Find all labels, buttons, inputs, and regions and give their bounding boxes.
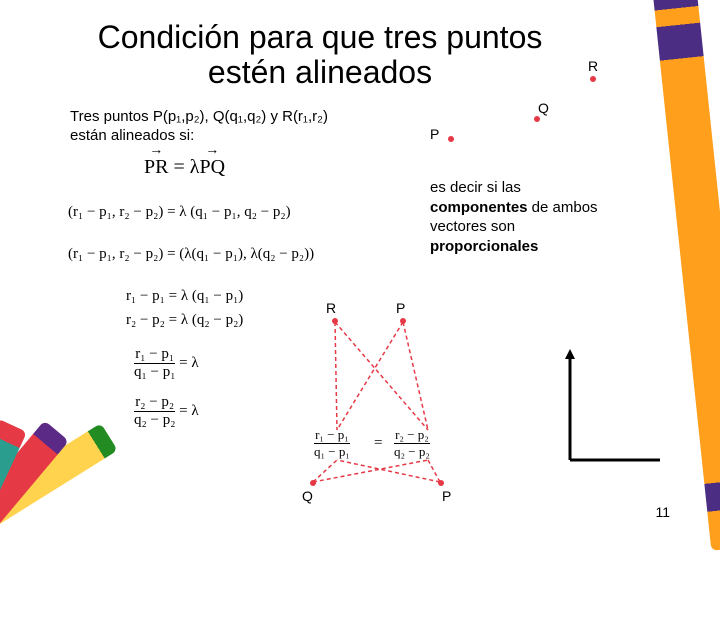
diag-frac-r-num: r₂ − p₂ xyxy=(394,428,430,442)
point-p xyxy=(448,136,454,142)
diagram-bottom: R P Q P r₁ − p₁ q₁ − p₁ = r₂ − p₂ xyxy=(290,300,540,510)
diag-frac-l-den: q₁ − p₁ xyxy=(314,445,350,459)
point-r-title xyxy=(590,76,596,82)
title-line2: estén alineados xyxy=(208,54,432,90)
label-q: Q xyxy=(538,100,549,116)
formula-main: PR = λPQ xyxy=(144,156,225,179)
explain-l2a: componentes xyxy=(430,199,528,216)
frac1-num: r₁ − p₁ xyxy=(134,346,175,363)
eq4a: r₁ − p₁ = λ (q₁ − p₁) xyxy=(126,288,243,305)
page-number: 11 xyxy=(655,504,670,520)
diag-frac-l-num: r₁ − p₁ xyxy=(314,428,350,442)
explain-l4: proporcionales xyxy=(430,238,538,255)
crayon-decor-left-icon xyxy=(0,375,160,595)
condition-line2: están alineados si: xyxy=(70,127,194,144)
condition-text: Tres puntos P(p₁,p₂), Q(q₁,q₂) y R(r₁,r₂… xyxy=(70,108,390,146)
explain-l3: vectores son xyxy=(430,218,515,235)
explain-l2b: de ambos xyxy=(528,199,598,216)
eq-lambda: = λ xyxy=(168,156,199,178)
label-r-title: R xyxy=(588,58,598,74)
eq2: (r₁ − p₁, r₂ − p₂) = λ (q₁ − p₁, q₂ − p₂… xyxy=(68,204,291,221)
label-p: P xyxy=(430,126,439,142)
diag-frac-left: r₁ − p₁ q₁ − p₁ xyxy=(314,428,350,458)
dashed-lines-icon xyxy=(290,300,540,510)
diag-frac-right: r₂ − p₂ q₂ − p₂ xyxy=(394,428,430,458)
point-q xyxy=(534,116,540,122)
explain-l1: es decir si las xyxy=(430,179,521,196)
eq3: (r₁ − p₁, r₂ − p₂) = (λ(q₁ − p₁), λ(q₂ −… xyxy=(68,246,314,263)
vec-pr: PR xyxy=(144,156,168,179)
explain-text: es decir si las componentes de ambos vec… xyxy=(430,178,650,256)
title-line1: Condición para que tres puntos xyxy=(98,19,543,55)
axes-icon xyxy=(560,345,660,465)
frac2-eq: = λ xyxy=(175,403,198,419)
slide-title: Condición para que tres puntos estén ali… xyxy=(40,20,680,90)
eq4b: r₂ − p₂ = λ (q₂ − p₂) xyxy=(126,312,243,329)
frac1-eq: = λ xyxy=(175,355,198,371)
diag-frac-r-den: q₂ − p₂ xyxy=(394,445,430,459)
diag-eq: = xyxy=(374,436,382,452)
diagram-pq-top: Q P xyxy=(432,104,572,154)
vec-pq: PQ xyxy=(199,156,225,179)
condition-line1: Tres puntos P(p₁,p₂), Q(q₁,q₂) y R(r₁,r₂… xyxy=(70,108,328,125)
